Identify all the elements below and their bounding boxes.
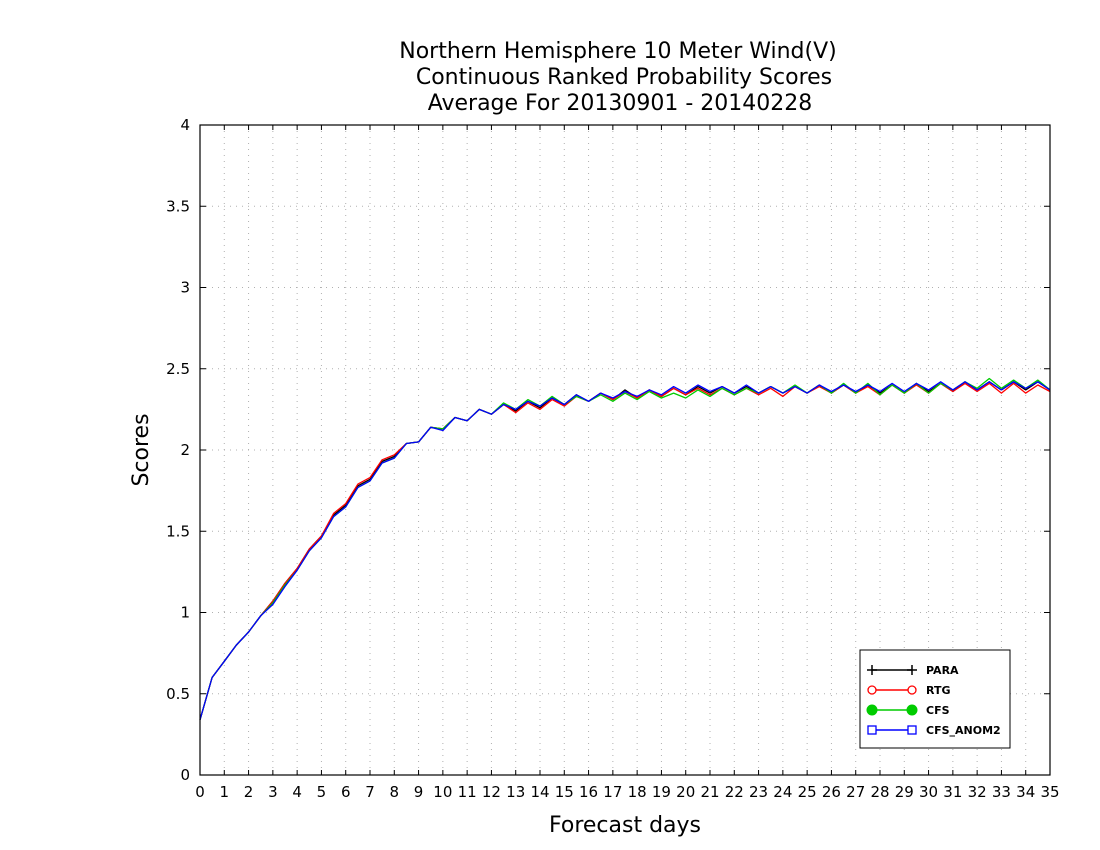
tick-layer: 0 1 2 3 4 5 6 7 8 9 10 11 12 13 14 15 16 17 18 19 20 21 22 23 24… <box>166 116 1059 801</box>
x-tick-label: 21 <box>700 783 719 801</box>
x-axis-label: Forecast days <box>549 813 701 838</box>
legend-marker-open-circle <box>907 685 917 695</box>
x-tick-label: 17 <box>603 783 622 801</box>
legend-marker-open-circle <box>867 685 877 695</box>
y-tick-label: 0 <box>180 766 190 784</box>
legend: PARA RTG CFS CFS_ANOM2 <box>859 649 1011 749</box>
y-axis-label: Scores <box>129 413 154 486</box>
legend-marker-filled-circle <box>906 704 918 716</box>
x-tick-label: 30 <box>919 783 938 801</box>
x-tick-label: 12 <box>482 783 501 801</box>
series-line-cfs-anom2 <box>199 381 1051 720</box>
y-tick-label: 2 <box>180 441 190 459</box>
chart-title-line-2: Continuous Ranked Probability Scores <box>416 65 832 90</box>
x-tick-label: 3 <box>268 783 278 801</box>
x-tick-label: 20 <box>676 783 695 801</box>
x-tick-label: 14 <box>530 783 549 801</box>
x-tick-label: 26 <box>822 783 841 801</box>
legend-marker-open-square <box>907 725 917 735</box>
x-tick-label: 23 <box>749 783 768 801</box>
x-tick-label: 1 <box>220 783 230 801</box>
x-tick-label: 34 <box>1016 783 1035 801</box>
legend-label-para: PARA <box>926 664 959 677</box>
legend-items: PARA RTG CFS CFS_ANOM2 <box>866 664 1001 737</box>
x-tick-label: 32 <box>968 783 987 801</box>
chart-title-line-1: Northern Hemisphere 10 Meter Wind(V) <box>399 39 837 64</box>
x-tick-label: 24 <box>773 783 792 801</box>
x-tick-label: 25 <box>798 783 817 801</box>
legend-marker-filled-circle <box>866 704 878 716</box>
legend-label-cfs-anom2: CFS_ANOM2 <box>926 724 1001 737</box>
x-tick-label: 33 <box>992 783 1011 801</box>
x-tick-label: 6 <box>341 783 351 801</box>
x-tick-label: 7 <box>365 783 375 801</box>
x-tick-label: 35 <box>1040 783 1059 801</box>
y-tick-label: 2.5 <box>166 360 190 378</box>
x-tick-label: 15 <box>555 783 574 801</box>
legend-marker-open-square <box>867 725 877 735</box>
y-tick-label: 1 <box>180 604 190 622</box>
x-tick-label: 9 <box>414 783 424 801</box>
y-tick-label: 0.5 <box>166 685 190 703</box>
x-tick-label: 22 <box>725 783 744 801</box>
x-tick-label: 18 <box>628 783 647 801</box>
x-tick-label: 11 <box>458 783 477 801</box>
x-tick-label: 13 <box>506 783 525 801</box>
x-tick-label: 10 <box>433 783 452 801</box>
y-tick-label: 3.5 <box>166 197 190 215</box>
legend-label-cfs: CFS <box>926 704 950 717</box>
x-tick-label: 28 <box>870 783 889 801</box>
chart-title-line-3: Average For 20130901 - 20140228 <box>428 91 813 116</box>
x-tick-label: 5 <box>317 783 327 801</box>
x-tick-label: 2 <box>244 783 254 801</box>
x-tick-label: 0 <box>195 783 205 801</box>
y-tick-label: 1.5 <box>166 522 190 540</box>
x-tick-label: 31 <box>943 783 962 801</box>
legend-box <box>859 649 1011 749</box>
y-tick-label: 4 <box>180 116 190 134</box>
x-tick-label: 29 <box>895 783 914 801</box>
x-tick-label: 27 <box>846 783 865 801</box>
x-tick-label: 16 <box>579 783 598 801</box>
x-tick-label: 4 <box>292 783 302 801</box>
x-tick-label: 19 <box>652 783 671 801</box>
y-tick-label: 3 <box>180 279 190 297</box>
x-tick-label: 8 <box>390 783 400 801</box>
series-layer <box>199 377 1051 720</box>
legend-label-rtg: RTG <box>926 684 951 697</box>
